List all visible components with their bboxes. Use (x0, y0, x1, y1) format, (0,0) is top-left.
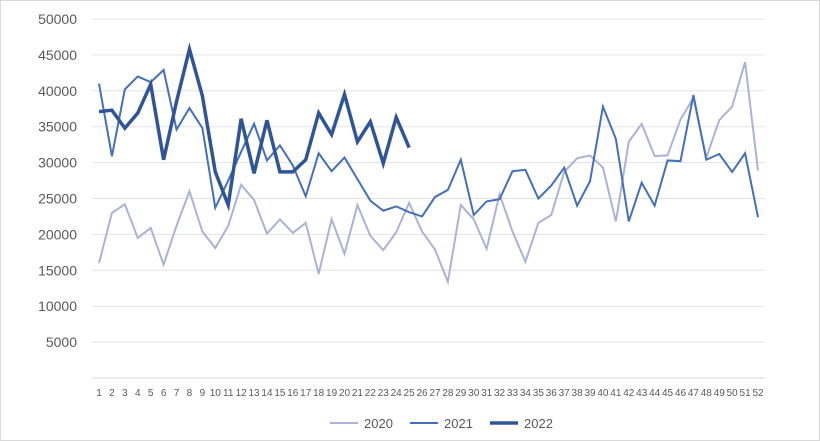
x-tick-label: 20 (339, 388, 351, 399)
x-tick-label: 35 (533, 388, 545, 399)
x-tick-label: 30 (468, 388, 480, 399)
x-tick-label: 49 (714, 388, 726, 399)
x-tick-label: 12 (236, 388, 248, 399)
x-tick-label: 17 (300, 388, 312, 399)
x-tick-label: 31 (481, 388, 493, 399)
y-tick-label: 5000 (46, 334, 77, 350)
x-tick-label: 16 (287, 388, 299, 399)
x-tick-label: 5 (148, 388, 154, 399)
x-tick-label: 38 (572, 388, 584, 399)
y-tick-label: 15000 (38, 262, 77, 278)
y-tick-label: 45000 (38, 47, 77, 63)
series-2021 (98, 68, 759, 222)
x-tick-label: 52 (752, 388, 764, 399)
legend-label: 2020 (364, 416, 393, 431)
y-tick-label: 10000 (38, 298, 77, 314)
x-tick-label: 7 (174, 388, 180, 399)
x-tick-label: 14 (261, 388, 273, 399)
x-tick-label: 24 (391, 388, 403, 399)
x-tick-label: 37 (559, 388, 571, 399)
x-axis-ticks: 1 2 3 4 5 6 7 8 9 10 11 12 13 14 15 16 17 18 19 20 21 22 23 24 2… (96, 388, 764, 399)
y-tick-label: 40000 (38, 83, 77, 99)
x-tick-label: 11 (223, 388, 234, 399)
x-tick-label: 22 (365, 388, 377, 399)
series-line-2021 (98, 68, 759, 222)
series-2022 (98, 42, 411, 212)
x-tick-label: 29 (455, 388, 467, 399)
x-tick-label: 9 (200, 388, 206, 399)
y-tick-label: 30000 (38, 155, 77, 171)
x-tick-label: 44 (649, 388, 661, 399)
x-tick-label: 3 (122, 388, 128, 399)
x-tick-label: 27 (429, 388, 441, 399)
y-tick-label: 35000 (38, 119, 77, 135)
legend-label: 2021 (444, 416, 473, 431)
x-tick-label: 46 (675, 388, 687, 399)
legend: 2020 2021 2022 (330, 416, 553, 431)
x-tick-label: 2 (109, 388, 115, 399)
y-tick-label: 50000 (38, 11, 77, 27)
legend-item-2020: 2020 (330, 416, 393, 431)
x-tick-label: 39 (584, 388, 596, 399)
x-tick-label: 6 (161, 388, 167, 399)
x-tick-label: 42 (623, 388, 635, 399)
x-tick-label: 18 (313, 388, 325, 399)
x-tick-label: 10 (210, 388, 222, 399)
x-tick-label: 47 (688, 388, 700, 399)
x-tick-label: 4 (135, 388, 141, 399)
x-tick-label: 51 (740, 388, 752, 399)
x-tick-label: 34 (520, 388, 532, 399)
x-tick-label: 50 (727, 388, 739, 399)
x-tick-label: 45 (662, 388, 674, 399)
x-tick-label: 21 (352, 388, 364, 399)
y-tick-label: 20000 (38, 226, 77, 242)
x-tick-label: 41 (610, 388, 622, 399)
y-tick-label: 25000 (38, 191, 77, 207)
x-tick-label: 13 (248, 388, 260, 399)
x-tick-label: 15 (274, 388, 286, 399)
series-line-2020 (98, 61, 759, 286)
series-2020 (98, 61, 759, 286)
series-lines (98, 42, 759, 286)
x-tick-label: 8 (187, 388, 193, 399)
legend-item-2022: 2022 (490, 416, 553, 431)
x-tick-label: 36 (546, 388, 558, 399)
legend-item-2021: 2021 (410, 416, 473, 431)
x-tick-label: 1 (96, 388, 102, 399)
x-tick-label: 19 (326, 388, 338, 399)
y-axis-ticks: 5000 10000 15000 20000 25000 30000 35000 40000 4… (38, 11, 77, 350)
x-tick-label: 28 (442, 388, 454, 399)
x-tick-label: 40 (597, 388, 609, 399)
x-tick-label: 33 (507, 388, 519, 399)
legend-label: 2022 (524, 416, 553, 431)
x-tick-label: 43 (636, 388, 648, 399)
gridlines (92, 18, 765, 379)
x-tick-label: 26 (416, 388, 428, 399)
x-tick-label: 25 (404, 388, 416, 399)
x-tick-label: 23 (378, 388, 390, 399)
x-tick-label: 32 (494, 388, 506, 399)
x-tick-label: 48 (701, 388, 713, 399)
